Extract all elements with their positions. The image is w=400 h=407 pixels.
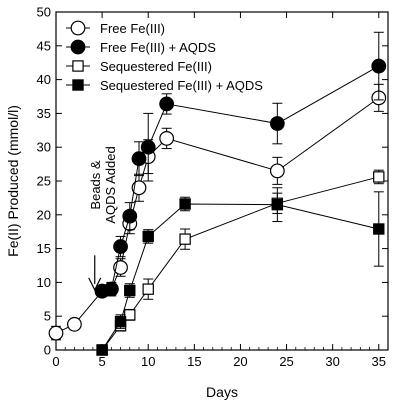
data-point <box>373 171 385 183</box>
x-axis-label: Days <box>206 384 238 400</box>
y-tick-label: 40 <box>37 72 51 87</box>
x-tick-label: 20 <box>233 354 247 369</box>
legend-marker <box>70 20 86 36</box>
y-tick-label: 30 <box>37 140 51 155</box>
x-tick-label: 30 <box>325 354 339 369</box>
data-point <box>269 163 285 179</box>
data-point <box>179 233 191 245</box>
x-tick-label: 0 <box>52 354 59 369</box>
legend-entry: Sequestered Fe(III) + AQDS <box>66 78 263 93</box>
data-point <box>142 230 154 243</box>
x-tick-label: 15 <box>187 354 201 369</box>
axis-ticks: 0 5 10 15 20 25 30 35 0 5 10 15 20 25 30 35 40 45 50 <box>37 5 388 369</box>
legend: Free Fe(III) Free Fe(III) + AQDS Sequester… <box>66 20 263 93</box>
data-point <box>373 223 385 235</box>
y-tick-label: 15 <box>37 241 51 256</box>
data-point <box>159 131 175 146</box>
legend-label: Free Fe(III) <box>100 21 165 36</box>
series-line <box>101 203 379 351</box>
data-point <box>269 116 285 131</box>
data-point <box>124 284 136 297</box>
annotation-text: Beads & <box>88 160 103 209</box>
data-point <box>48 325 64 341</box>
legend-marker <box>70 39 86 55</box>
data-point <box>114 315 127 328</box>
y-tick-label: 35 <box>37 106 51 121</box>
data-series <box>48 31 387 356</box>
x-tick-label: 25 <box>279 354 293 369</box>
data-point <box>67 316 82 332</box>
data-point <box>113 239 128 254</box>
data-point <box>140 139 156 155</box>
x-tick-label: 35 <box>372 354 386 369</box>
series-line <box>101 176 379 351</box>
data-point <box>142 283 154 295</box>
annotation: Beads & AQDS Added <box>88 146 118 292</box>
legend-marker <box>72 60 84 72</box>
legend-label: Sequestered Fe(III) + AQDS <box>100 78 263 93</box>
y-tick-label: 5 <box>44 309 51 324</box>
x-tick-label: 10 <box>141 354 155 369</box>
data-point <box>131 151 147 167</box>
legend-marker <box>72 79 84 91</box>
y-tick-label: 25 <box>37 174 51 189</box>
legend-entry: Sequestered Fe(III) <box>66 59 212 74</box>
y-tick-label: 0 <box>44 343 51 358</box>
series-circle-filled <box>94 31 387 299</box>
legend-entry: Free Fe(III) + AQDS <box>66 39 216 55</box>
data-point <box>122 208 138 224</box>
y-tick-label: 20 <box>37 207 51 222</box>
series-square-filled <box>96 187 385 356</box>
y-axis-label: Fe(II) Produced (mmol/l) <box>5 105 21 257</box>
annotation-arrowhead <box>88 277 102 292</box>
series-square-open <box>96 169 385 356</box>
data-point <box>103 281 119 297</box>
y-tick-label: 50 <box>37 5 51 20</box>
data-point <box>179 198 191 210</box>
data-point <box>371 58 387 74</box>
data-point <box>96 344 108 356</box>
x-tick-label: 5 <box>98 354 105 369</box>
data-point <box>271 198 284 211</box>
annotation-text: AQDS Added <box>103 146 118 223</box>
legend-label: Sequestered Fe(III) <box>100 59 212 74</box>
series-line <box>102 65 380 292</box>
series-circle-open <box>48 83 387 341</box>
legend-label: Free Fe(III) + AQDS <box>100 40 216 55</box>
y-tick-label: 45 <box>37 38 51 53</box>
y-tick-label: 10 <box>37 275 51 290</box>
data-point <box>131 180 147 196</box>
data-point <box>159 96 175 112</box>
legend-entry: Free Fe(III) <box>66 20 165 36</box>
